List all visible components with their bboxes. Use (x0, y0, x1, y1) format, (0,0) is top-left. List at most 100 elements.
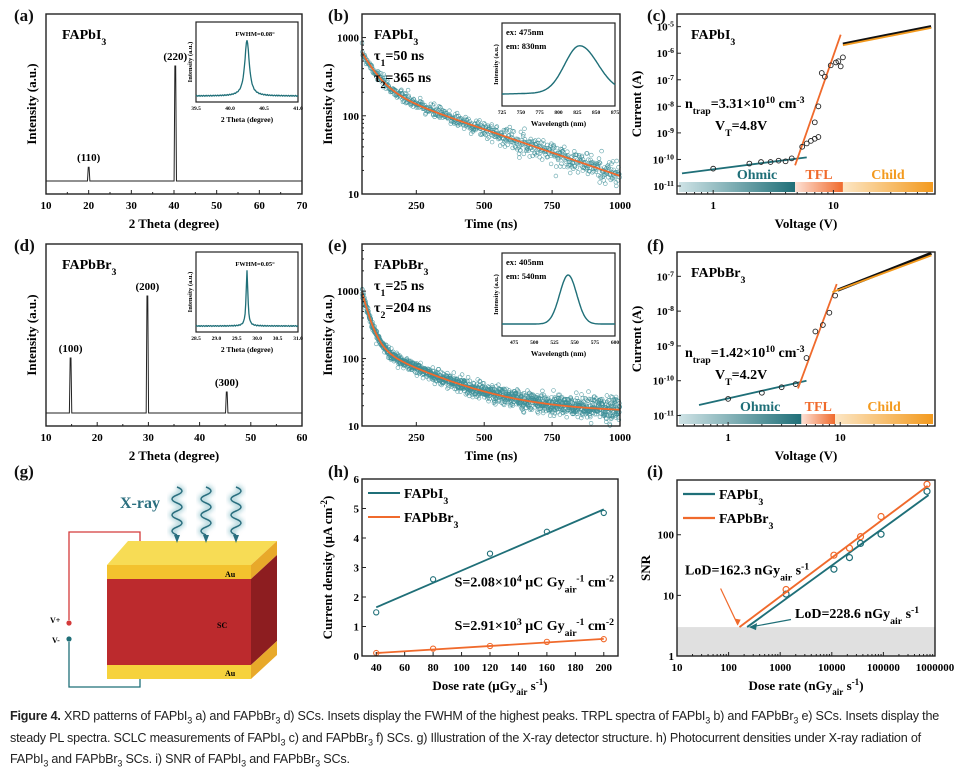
x-axis-label: Voltage (V) (775, 448, 838, 463)
data-point (612, 401, 617, 407)
data-point (587, 169, 592, 174)
data-point (856, 539, 865, 547)
data-point (574, 165, 580, 170)
panel-d: (d) (100) (200) (300) 10 20 30 40 50 60 2 Theta (… (0, 230, 310, 463)
data-point (543, 528, 551, 535)
panel-g: (g) Au SC Au V+ V- X-ray (0, 455, 310, 695)
panel-label: (d) (14, 236, 35, 255)
au-top-face (107, 541, 277, 565)
data-point (445, 370, 450, 376)
xray-arrowhead (174, 535, 180, 543)
data-point (446, 385, 451, 390)
panel-label: (e) (328, 236, 347, 255)
x-tick-label: 80 (428, 662, 440, 674)
data-point (492, 399, 498, 405)
x-tick-label: 1 (725, 432, 731, 444)
inset-frame (501, 252, 616, 337)
lod-label-fapbbr3: LoD=162.3 nGyair s-1 (685, 561, 809, 583)
data-point (540, 388, 545, 394)
data-point (551, 388, 556, 393)
legend-label: FAPbI3 (719, 488, 763, 508)
inset-frame (501, 22, 616, 107)
y-tick-label: 10 (348, 421, 360, 433)
data-point (541, 138, 546, 143)
inset-x-axis-label: 2 Theta (degree) (221, 115, 274, 124)
au-bottom-side (251, 641, 277, 679)
plot-frame (361, 13, 621, 195)
data-point (548, 413, 553, 418)
xrd-pattern-line (46, 295, 302, 414)
trap-voltage-label: VT=4.8V (715, 119, 767, 139)
data-point (815, 134, 822, 140)
data-point (486, 399, 491, 404)
y-tick-label: 10-5 (657, 19, 675, 34)
plot-frame (361, 243, 621, 427)
y-tick-label: 10-11 (653, 179, 674, 194)
x-tick-label: 70 (297, 200, 309, 212)
panel-c: (c) Ohmic TFL Child 1 10 10-11 10-10 10-9 10-8 10… (629, 0, 967, 231)
panel-label: (b) (328, 6, 349, 25)
data-point (461, 126, 467, 131)
region-label-ohmic: Ohmic (740, 400, 780, 415)
data-point (837, 63, 844, 70)
data-point (536, 137, 541, 143)
data-point (596, 173, 601, 178)
figure-caption: Figure 4. XRD patterns of FAPbI3 a) and … (10, 708, 960, 773)
data-point (614, 183, 619, 189)
inset-x-axis-label: Wavelength (nm) (531, 349, 587, 358)
x-tick-label: 1 (710, 200, 716, 212)
x-tick-label: 20 (83, 200, 95, 212)
sc-crystal-side (251, 555, 277, 665)
tau2-label: τ2=204 ns (374, 301, 432, 321)
subscript: 3 (315, 758, 320, 769)
data-point (528, 406, 534, 411)
data-point (710, 165, 717, 172)
y-axis-label: Intensity (a.u.) (320, 294, 335, 375)
data-point (518, 392, 524, 397)
data-point (579, 392, 584, 397)
xray-arrowhead (203, 535, 209, 543)
x-tick-label: 1000000 (916, 662, 955, 674)
lod-label-fapbi3: LoD=228.6 nGyair s-1 (795, 605, 919, 627)
data-point (586, 157, 591, 162)
data-point (438, 105, 443, 110)
data-point (455, 123, 461, 128)
data-point (565, 149, 570, 154)
data-point (603, 181, 608, 186)
subscript: 3 (43, 758, 49, 769)
data-point (551, 413, 557, 419)
sclc-chart-fapbi3: Ohmic TFL Child 1 10 10-11 10-10 10-9 10-8 10-7 10… (629, 13, 936, 231)
data-point (759, 389, 765, 396)
data-point (429, 576, 437, 583)
data-point (395, 365, 401, 370)
data-point (399, 90, 405, 96)
excitation-label: ex: 475nm (506, 27, 544, 37)
data-point (543, 638, 551, 645)
data-point (420, 375, 426, 381)
fwhm-annotation: FWHM=0.08° (235, 31, 275, 38)
y-tick-label: 0 (354, 651, 360, 663)
data-point (486, 550, 494, 557)
data-point (402, 91, 408, 96)
child-data-trace (842, 25, 932, 46)
data-point (501, 386, 506, 392)
region-label-ohmic: Ohmic (737, 168, 777, 183)
data-point (778, 384, 785, 391)
data-point (820, 322, 826, 328)
data-point (534, 153, 539, 158)
data-point (510, 145, 515, 151)
data-point (503, 128, 509, 134)
negative-terminal (66, 636, 72, 642)
data-point (840, 54, 846, 61)
data-point (559, 161, 564, 166)
panel-e: (e) 250 500 750 1000 10 100 1000 Time (ns) Inten… (310, 230, 632, 463)
data-point (474, 118, 479, 124)
ohmic-fit-line (698, 379, 807, 406)
x-tick-label: 10 (828, 200, 840, 212)
peak-label: (300) (215, 377, 239, 389)
data-point (481, 120, 487, 126)
xray-wave (200, 486, 212, 536)
data-point (429, 645, 437, 652)
data-point (599, 148, 604, 154)
